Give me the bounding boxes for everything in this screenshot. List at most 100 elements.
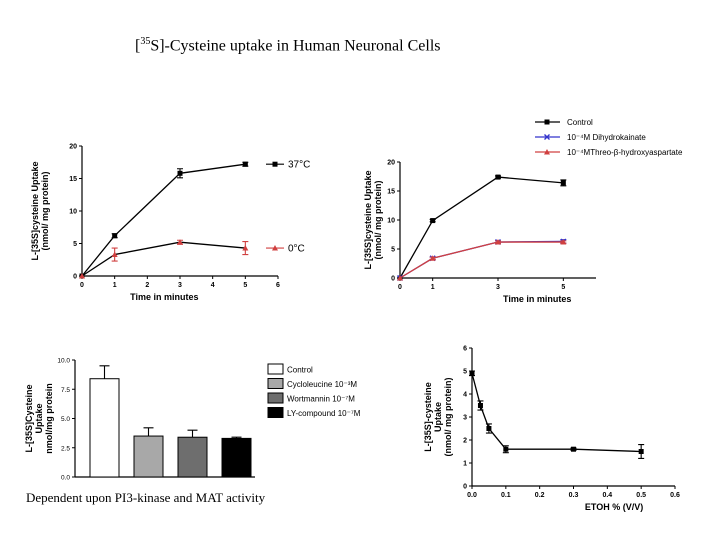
error-bar [187, 429, 198, 438]
x-tick-label: 3 [496, 284, 500, 291]
series-line [399, 176, 564, 279]
data-point [242, 161, 248, 167]
legend-label: 10⁻⁴MThreo-β-hydroxyaspartate [567, 148, 683, 157]
legend-marker [272, 245, 278, 251]
series-label: 37°C [288, 160, 310, 171]
data-point [397, 275, 403, 281]
bar [177, 436, 208, 478]
y-tick-label: 4 [463, 392, 467, 399]
data-point [112, 233, 118, 239]
slide-title: [35S]-Cysteine uptake in Human Neuronal … [135, 36, 441, 55]
y-tick-label: 2.5 [61, 445, 70, 452]
data-point [486, 426, 492, 431]
data-point [177, 170, 183, 176]
chart-temperature-uptake: 0 5 10 15 20 0 1 2 3 4 5 6 Time in minutes L-[35S]cys… [30, 144, 310, 303]
x-tick-label: 0.3 [569, 492, 579, 499]
bar [89, 378, 120, 478]
data-point [638, 449, 644, 454]
legend-swatch [267, 407, 284, 418]
x-tick-label: 5 [243, 282, 247, 289]
legend-marker [544, 134, 550, 140]
y-axis-label: L-[35S]-cysteineUptake(nmol/ mg protein) [423, 378, 453, 457]
x-tick-label: 0 [398, 284, 402, 291]
x-tick-label: 5 [561, 284, 565, 291]
x-tick-label: 0.2 [535, 492, 545, 499]
series-line [81, 163, 246, 277]
x-tick-label: 0.5 [636, 492, 646, 499]
x-axis-label: ETOH % (V/V) [585, 502, 643, 512]
y-axis-label: L-[35S]cysteine Uptake(nmol/ mg protein) [30, 161, 50, 260]
series-line [399, 241, 564, 279]
data-point [429, 255, 436, 261]
data-point [430, 218, 436, 224]
series-line [81, 241, 246, 277]
x-tick-label: 3 [178, 282, 182, 289]
x-tick-label: 0 [80, 282, 84, 289]
series-label: 0°C [288, 244, 305, 255]
x-tick-label: 0.6 [670, 492, 680, 499]
y-tick-label: 10.0 [57, 358, 70, 365]
data-point [495, 239, 501, 245]
y-tick-label: 2 [463, 438, 467, 445]
y-tick-label: 0.0 [61, 475, 70, 482]
data-point [560, 239, 567, 245]
y-tick-label: 5 [73, 241, 77, 248]
series-line [471, 373, 642, 453]
bar [133, 435, 164, 478]
x-tick-label: 6 [276, 282, 280, 289]
chart-inhibitor-uptake: 0 5 10 15 20 0 1 3 5 Time in minutes L-[35S]cystei… [363, 118, 683, 304]
legend-marker [544, 119, 550, 125]
legend-marker [544, 149, 550, 155]
y-tick-label: 3 [463, 415, 467, 422]
legend-marker [272, 161, 278, 167]
y-tick-label: 1 [463, 461, 467, 468]
y-tick-label: 6 [463, 346, 467, 353]
legend-label: Cycloleucine 10⁻³M [287, 380, 357, 389]
y-tick-label: 0 [463, 484, 467, 491]
y-tick-label: 20 [69, 144, 77, 151]
y-tick-label: 15 [69, 176, 77, 183]
x-tick-label: 1 [431, 284, 435, 291]
legend-label: 10⁻⁴M Dihydrokainate [567, 133, 646, 142]
slide-caption: Dependent upon PI3-kinase and MAT activi… [26, 490, 266, 505]
data-point [111, 251, 118, 258]
y-tick-label: 7.5 [61, 387, 70, 394]
y-tick-label: 0 [391, 276, 395, 283]
legend-label: Control [287, 366, 313, 375]
y-axis-label: L-[35S]cysteine Uptake(nmol/ mg protein) [363, 170, 383, 269]
x-tick-label: 0.1 [501, 492, 511, 499]
data-point [503, 446, 509, 452]
error-bar [143, 427, 154, 437]
legend-label: LY-compound 10⁻⁷M [287, 409, 361, 418]
data-point [469, 370, 475, 376]
x-tick-label: 4 [211, 282, 215, 289]
x-tick-label: 0.0 [467, 492, 477, 499]
x-axis-label: Time in minutes [130, 292, 198, 302]
x-tick-label: 2 [145, 282, 149, 289]
chart-pi3k-bar: 0.0 2.5 5.0 7.5 10.0 L-[35S]CysteineUptakenmo… [24, 358, 361, 482]
y-tick-label: 15 [387, 189, 395, 196]
data-point [495, 174, 501, 180]
legend-label: Control [567, 118, 593, 127]
legend-swatch [267, 363, 284, 375]
y-tick-label: 0 [73, 274, 77, 281]
error-bar [231, 436, 242, 439]
y-tick-label: 10 [387, 218, 395, 225]
y-tick-label: 5 [463, 369, 467, 376]
data-point [477, 403, 483, 408]
data-point [560, 180, 566, 186]
y-axis-label: L-[35S]CysteineUptakenmol/mg protein [24, 383, 54, 454]
y-tick-label: 20 [387, 160, 395, 167]
data-point [242, 245, 249, 251]
y-tick-label: 5.0 [61, 416, 70, 423]
x-tick-label: 0.4 [602, 492, 612, 499]
error-bar [99, 365, 110, 379]
legend-swatch [267, 378, 284, 389]
legend-label: Wortmannin 10⁻⁷M [287, 395, 355, 404]
data-point [177, 239, 183, 245]
chart-ethanol-uptake: 0 1 2 3 4 5 6 0.0 0.1 0.2 0.3 0.4 0.5 0.6 ETOH % (V/V)… [423, 346, 680, 513]
series-line [399, 240, 564, 279]
y-tick-label: 5 [391, 247, 395, 254]
data-point [571, 446, 576, 452]
y-tick-label: 10 [69, 209, 77, 216]
